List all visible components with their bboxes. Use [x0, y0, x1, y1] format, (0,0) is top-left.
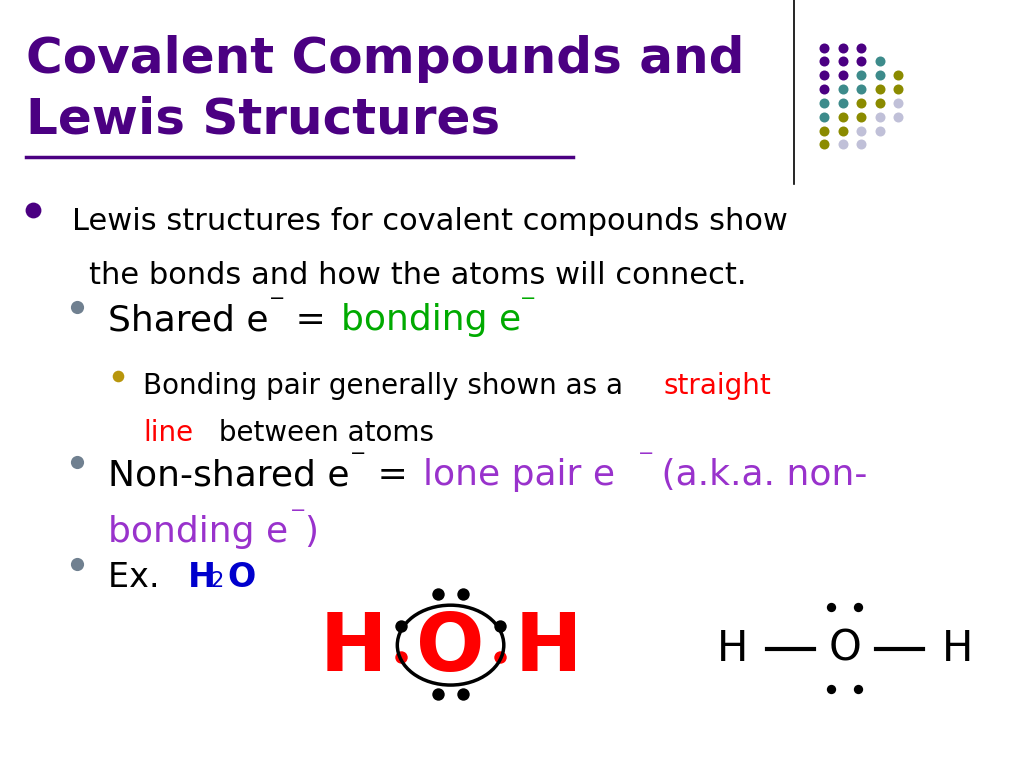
Text: bonding e: bonding e — [341, 303, 521, 337]
Point — [835, 55, 851, 68]
Point — [393, 650, 410, 663]
Point — [816, 97, 833, 109]
Text: ): ) — [304, 515, 318, 548]
Text: line: line — [143, 419, 194, 446]
Point — [853, 41, 869, 54]
Point — [823, 601, 840, 613]
Point — [853, 97, 869, 109]
Text: O: O — [417, 610, 484, 688]
Point — [816, 83, 833, 95]
Point — [850, 683, 866, 695]
Text: Shared e: Shared e — [108, 303, 268, 337]
Point — [835, 83, 851, 95]
Point — [871, 124, 888, 137]
Text: 2: 2 — [211, 571, 224, 591]
Point — [455, 687, 471, 700]
Point — [871, 83, 888, 95]
Point — [853, 55, 869, 68]
Text: bonding e: bonding e — [108, 515, 288, 548]
Point — [430, 687, 446, 700]
Text: −: − — [350, 444, 367, 463]
Point — [853, 69, 869, 81]
Point — [835, 41, 851, 54]
Point — [850, 601, 866, 613]
Text: Lewis structures for covalent compounds show: Lewis structures for covalent compounds … — [72, 207, 787, 237]
Point — [835, 138, 851, 151]
Text: O: O — [227, 561, 256, 594]
Point — [890, 111, 906, 123]
Point — [430, 588, 446, 600]
Point — [816, 124, 833, 137]
Point — [871, 55, 888, 68]
Point — [492, 620, 508, 632]
Point — [853, 111, 869, 123]
Text: H: H — [514, 610, 582, 688]
Point — [816, 69, 833, 81]
Text: Ex.: Ex. — [108, 561, 180, 594]
Text: −: − — [290, 501, 306, 520]
Text: −: − — [638, 444, 654, 463]
Point — [890, 69, 906, 81]
Point — [835, 111, 851, 123]
Point — [835, 124, 851, 137]
Point — [492, 650, 508, 663]
Point — [816, 41, 833, 54]
Point — [816, 111, 833, 123]
Text: =: = — [366, 458, 419, 492]
Point — [69, 558, 85, 571]
Text: H: H — [319, 610, 387, 688]
Point — [871, 69, 888, 81]
Point — [816, 138, 833, 151]
Text: Bonding pair generally shown as a: Bonding pair generally shown as a — [143, 372, 632, 400]
Point — [25, 204, 41, 217]
Text: (a.k.a. non-: (a.k.a. non- — [650, 458, 867, 492]
Point — [835, 69, 851, 81]
Text: Covalent Compounds and: Covalent Compounds and — [26, 35, 744, 83]
Point — [890, 83, 906, 95]
Point — [853, 138, 869, 151]
Text: Non-shared e: Non-shared e — [108, 458, 349, 492]
Point — [69, 301, 85, 313]
Point — [69, 456, 85, 468]
Point — [890, 97, 906, 109]
Point — [816, 55, 833, 68]
Point — [835, 97, 851, 109]
Point — [455, 588, 471, 600]
Text: lone pair e: lone pair e — [423, 458, 614, 492]
Point — [853, 83, 869, 95]
Text: H: H — [942, 628, 973, 670]
Point — [110, 369, 126, 382]
Text: −: − — [520, 289, 537, 308]
Text: the bonds and how the atoms will connect.: the bonds and how the atoms will connect… — [89, 261, 746, 290]
Point — [853, 124, 869, 137]
Text: H: H — [187, 561, 215, 594]
Point — [823, 683, 840, 695]
Text: −: − — [269, 289, 286, 308]
Point — [393, 620, 410, 632]
Text: between atoms: between atoms — [210, 419, 434, 446]
Text: straight: straight — [664, 372, 771, 400]
Point — [871, 111, 888, 123]
Text: Lewis Structures: Lewis Structures — [26, 96, 500, 144]
Text: O: O — [828, 628, 861, 670]
Text: H: H — [717, 628, 748, 670]
Text: =: = — [284, 303, 337, 337]
Point — [871, 97, 888, 109]
